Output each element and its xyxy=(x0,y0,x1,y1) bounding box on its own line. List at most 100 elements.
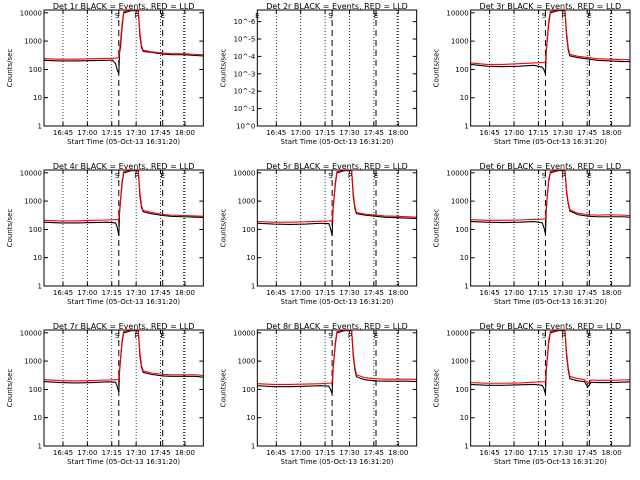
x-tick-label: 17:15 xyxy=(315,289,335,297)
event-marker: E xyxy=(587,12,591,20)
y-tick-label: 10000 xyxy=(446,329,468,337)
x-tick-label: 17:45 xyxy=(364,129,384,137)
lld-series-line xyxy=(44,170,204,222)
y-tick-label: 1 xyxy=(38,123,42,131)
y-axis-label: Counts/sec xyxy=(219,369,227,408)
x-tick-label: 17:15 xyxy=(315,449,335,457)
y-tick-label: 10000 xyxy=(446,169,468,177)
y-tick-label: 100 xyxy=(455,66,468,74)
x-tick-label: 17:45 xyxy=(577,129,597,137)
x-axis-label: Start Time (05-Oct-13 16:31:20) xyxy=(494,138,607,146)
plot-frame xyxy=(43,9,204,127)
lld-series-line xyxy=(257,170,417,223)
y-tick-label: 10^-2 xyxy=(234,88,256,96)
y-axis-label: Counts/sec xyxy=(219,49,227,88)
x-tick-label: 17:15 xyxy=(315,129,335,137)
events-series-line xyxy=(44,170,204,236)
panel-title: Det 7r BLACK = Events, RED = LLD xyxy=(53,322,195,331)
y-tick-label: 100 xyxy=(29,386,42,394)
x-tick-label: 16:45 xyxy=(53,449,73,457)
x-tick-label: 18:00 xyxy=(175,449,195,457)
y-tick-label: 1000 xyxy=(238,198,256,206)
y-tick-label: 1 xyxy=(464,123,468,131)
panel-title: Det 4r BLACK = Events, RED = LLD xyxy=(53,162,195,171)
y-tick-label: 100 xyxy=(455,386,468,394)
y-tick-label: 10000 xyxy=(20,169,42,177)
lld-series-line xyxy=(470,10,630,65)
x-tick-label: 18:00 xyxy=(175,289,195,297)
y-axis-label: Counts/sec xyxy=(6,49,14,88)
y-tick-label: 10 xyxy=(460,94,469,102)
x-tick-label: 17:30 xyxy=(126,289,146,297)
x-tick-label: 17:30 xyxy=(339,449,359,457)
x-tick-label: 17:30 xyxy=(553,449,573,457)
x-tick-label: 16:45 xyxy=(480,289,500,297)
y-tick-label: 100 xyxy=(455,226,468,234)
y-tick-label: 100 xyxy=(242,226,255,234)
plot-frame xyxy=(256,329,418,447)
y-tick-label: 10000 xyxy=(20,9,42,17)
x-tick-label: 17:45 xyxy=(150,129,170,137)
y-tick-label: 1000 xyxy=(24,38,42,46)
event-marker: P xyxy=(135,332,139,340)
y-tick-label: 1000 xyxy=(451,358,469,366)
events-series-line xyxy=(44,10,204,74)
event-marker: S xyxy=(542,12,547,20)
x-tick-label: 17:30 xyxy=(553,129,573,137)
events-series-line xyxy=(44,330,204,393)
events-series-line xyxy=(470,330,630,394)
plot-frame xyxy=(43,329,204,447)
x-tick-label: 18:00 xyxy=(388,289,408,297)
lld-series-line xyxy=(257,330,417,385)
y-tick-label: 10000 xyxy=(233,329,255,337)
event-marker: S xyxy=(115,332,120,340)
y-tick-label: 1 xyxy=(251,283,255,291)
event-marker: E xyxy=(587,172,591,180)
event-marker: E xyxy=(587,332,591,340)
panel-title: Det 6r BLACK = Events, RED = LLD xyxy=(480,162,622,171)
panel-title: Det 5r BLACK = Events, RED = LLD xyxy=(266,162,408,171)
x-tick-label: 17:30 xyxy=(339,129,359,137)
x-axis-label: Start Time (05-Oct-13 16:31:20) xyxy=(494,458,607,466)
event-marker: S xyxy=(328,172,333,180)
y-tick-label: 10 xyxy=(460,254,469,262)
y-tick-label: 1000 xyxy=(451,198,469,206)
x-tick-label: 16:45 xyxy=(53,289,73,297)
event-marker: S xyxy=(115,172,120,180)
y-axis-label: Counts/sec xyxy=(433,369,441,408)
lld-series-line xyxy=(44,330,204,382)
event-marker: E xyxy=(160,332,164,340)
event-marker: P xyxy=(561,12,565,20)
y-axis-label: Counts/sec xyxy=(433,49,441,88)
y-tick-label: 100 xyxy=(29,66,42,74)
x-tick-label: 17:00 xyxy=(291,289,311,297)
plot-frame xyxy=(256,169,418,287)
y-tick-label: 10 xyxy=(246,254,255,262)
x-tick-label: 16:45 xyxy=(480,449,500,457)
panel-title: Det 2r BLACK = Events, RED = LLD xyxy=(266,2,408,11)
y-tick-label: 100 xyxy=(29,226,42,234)
x-tick-label: 17:15 xyxy=(102,129,122,137)
x-tick-label: 17:30 xyxy=(126,129,146,137)
plot-frame xyxy=(470,169,631,287)
y-tick-label: 10 xyxy=(33,94,42,102)
y-tick-label: 1000 xyxy=(238,358,256,366)
x-tick-label: 16:45 xyxy=(53,129,73,137)
events-series-line xyxy=(470,170,630,234)
x-tick-label: 17:45 xyxy=(364,449,384,457)
y-tick-label: 10 xyxy=(460,414,469,422)
event-marker: P xyxy=(348,172,352,180)
event-marker: E xyxy=(374,172,378,180)
x-tick-label: 18:00 xyxy=(601,449,621,457)
x-axis-label: Start Time (05-Oct-13 16:31:20) xyxy=(67,298,180,306)
y-axis-label: Counts/sec xyxy=(219,209,227,248)
plot-frame xyxy=(256,9,418,127)
y-tick-label: 1000 xyxy=(451,38,469,46)
